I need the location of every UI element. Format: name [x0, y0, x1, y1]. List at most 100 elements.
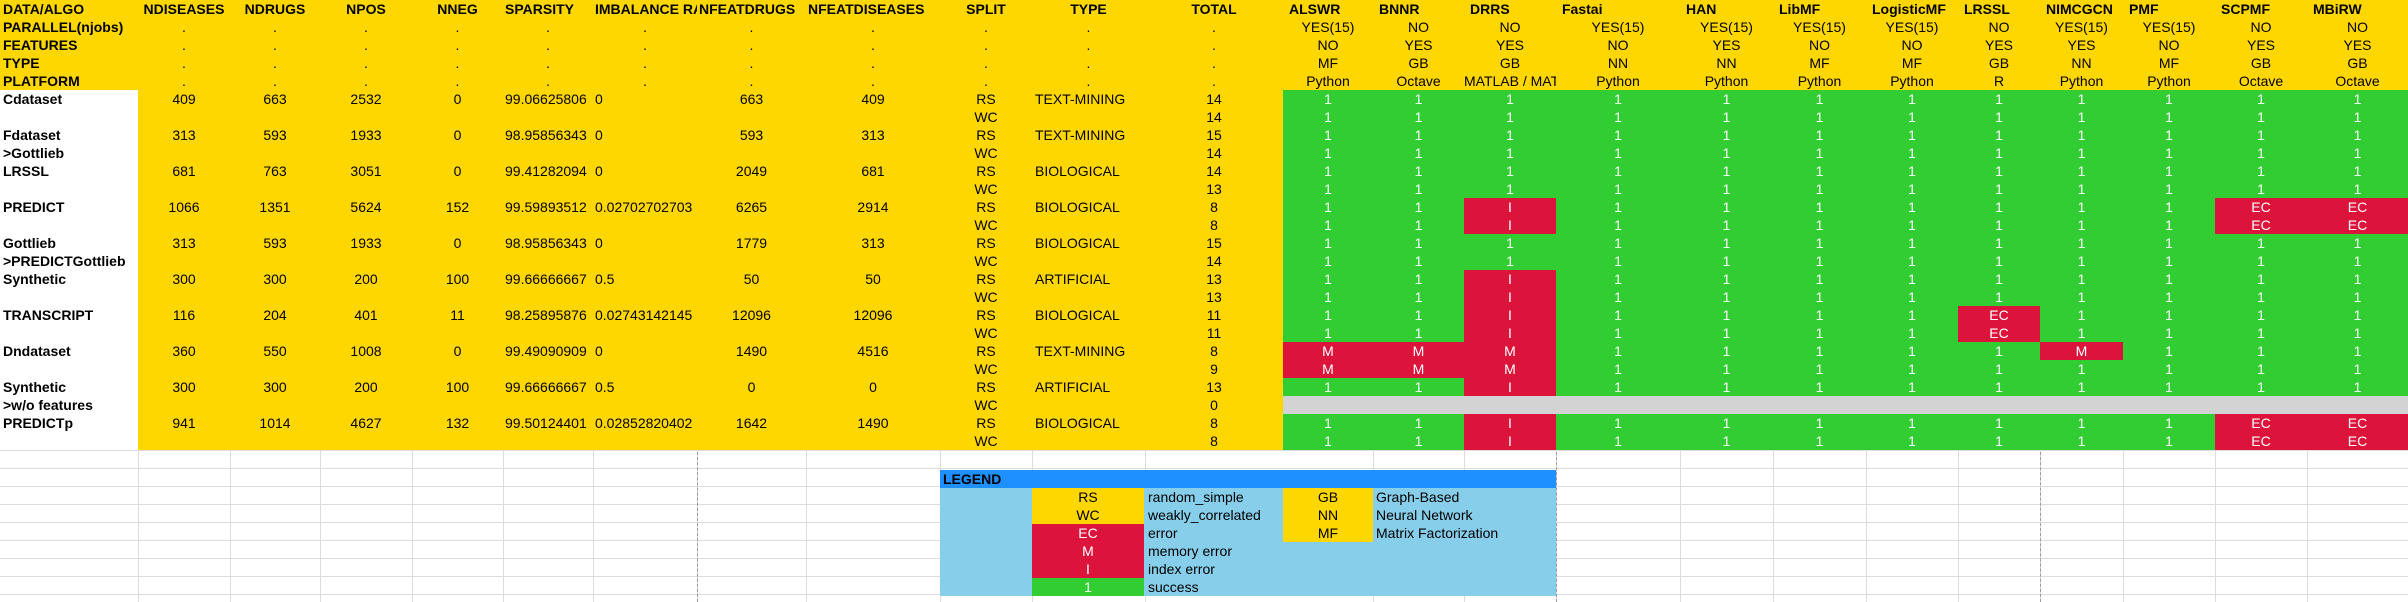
algo-header-fastai[interactable]: Fastai [1562, 1, 1603, 17]
result-cell-libmf[interactable]: 1 [1773, 306, 1866, 324]
result-cell-drrs[interactable]: I [1464, 288, 1556, 306]
result-cell-nimcgcn[interactable] [2040, 396, 2123, 414]
result-cell-pmf[interactable]: 1 [2123, 216, 2215, 234]
dataset-name[interactable]: Fdataset [3, 127, 61, 143]
result-cell-drrs[interactable] [1464, 396, 1556, 414]
result-cell-scpmf[interactable]: 1 [2215, 180, 2307, 198]
result-cell-libmf[interactable]: 1 [1773, 108, 1866, 126]
result-cell-bnnr[interactable]: M [1373, 342, 1464, 360]
result-cell-nimcgcn[interactable]: 1 [2040, 306, 2123, 324]
result-cell-lrssl[interactable]: 1 [1958, 270, 2040, 288]
result-cell-han[interactable]: 1 [1680, 414, 1773, 432]
result-cell-han[interactable]: 1 [1680, 270, 1773, 288]
result-cell-libmf[interactable]: 1 [1773, 90, 1866, 108]
result-cell-nimcgcn[interactable]: 1 [2040, 360, 2123, 378]
result-cell-libmf[interactable]: 1 [1773, 162, 1866, 180]
result-cell-pmf[interactable]: 1 [2123, 324, 2215, 342]
result-cell-fastai[interactable]: 1 [1556, 126, 1680, 144]
result-cell-bnnr[interactable]: 1 [1373, 144, 1464, 162]
dataset-name[interactable]: PREDICTp [3, 415, 73, 431]
result-cell-fastai[interactable]: 1 [1556, 216, 1680, 234]
dataset-name[interactable]: Dndataset [3, 343, 71, 359]
algo-header-lrssl[interactable]: LRSSL [1964, 1, 2010, 17]
result-cell-drrs[interactable]: I [1464, 432, 1556, 450]
result-cell-nimcgcn[interactable]: 1 [2040, 234, 2123, 252]
result-cell-drrs[interactable]: M [1464, 360, 1556, 378]
result-cell-alswr[interactable]: 1 [1283, 216, 1373, 234]
result-cell-pmf[interactable] [2123, 396, 2215, 414]
result-cell-drrs[interactable]: I [1464, 414, 1556, 432]
result-cell-logisticmf[interactable]: 1 [1866, 432, 1958, 450]
result-cell-drrs[interactable]: 1 [1464, 108, 1556, 126]
result-cell-fastai[interactable]: 1 [1556, 360, 1680, 378]
result-cell-bnnr[interactable]: 1 [1373, 324, 1464, 342]
result-cell-nimcgcn[interactable]: 1 [2040, 108, 2123, 126]
result-cell-scpmf[interactable]: 1 [2215, 306, 2307, 324]
result-cell-libmf[interactable]: 1 [1773, 324, 1866, 342]
result-cell-logisticmf[interactable]: 1 [1866, 252, 1958, 270]
result-cell-lrssl[interactable]: EC [1958, 324, 2040, 342]
result-cell-mbirw[interactable]: 1 [2307, 252, 2408, 270]
result-cell-han[interactable]: 1 [1680, 360, 1773, 378]
result-cell-fastai[interactable]: 1 [1556, 306, 1680, 324]
result-cell-han[interactable]: 1 [1680, 234, 1773, 252]
result-cell-logisticmf[interactable]: 1 [1866, 288, 1958, 306]
result-cell-fastai[interactable]: 1 [1556, 288, 1680, 306]
result-cell-bnnr[interactable]: 1 [1373, 306, 1464, 324]
result-cell-scpmf[interactable]: 1 [2215, 324, 2307, 342]
result-cell-alswr[interactable]: 1 [1283, 306, 1373, 324]
header-sparsity[interactable]: SPARSITY [505, 1, 574, 17]
result-cell-fastai[interactable]: 1 [1556, 270, 1680, 288]
result-cell-drrs[interactable]: I [1464, 306, 1556, 324]
result-cell-alswr[interactable]: 1 [1283, 90, 1373, 108]
result-cell-mbirw[interactable]: 1 [2307, 180, 2408, 198]
result-cell-han[interactable]: 1 [1680, 432, 1773, 450]
result-cell-alswr[interactable]: M [1283, 360, 1373, 378]
result-cell-logisticmf[interactable]: 1 [1866, 342, 1958, 360]
result-cell-pmf[interactable]: 1 [2123, 126, 2215, 144]
result-cell-nimcgcn[interactable]: 1 [2040, 126, 2123, 144]
result-cell-mbirw[interactable]: 1 [2307, 342, 2408, 360]
result-cell-scpmf[interactable]: 1 [2215, 144, 2307, 162]
result-cell-bnnr[interactable]: 1 [1373, 270, 1464, 288]
header-ndiseases[interactable]: NDISEASES [143, 1, 225, 17]
result-cell-pmf[interactable]: 1 [2123, 342, 2215, 360]
result-cell-scpmf[interactable]: EC [2215, 414, 2307, 432]
algo-header-mbirw[interactable]: MBiRW [2313, 1, 2362, 17]
algo-header-logisticmf[interactable]: LogisticMF [1872, 1, 1946, 17]
result-cell-scpmf[interactable]: EC [2215, 216, 2307, 234]
result-cell-mbirw[interactable]: EC [2307, 216, 2408, 234]
result-cell-drrs[interactable]: 1 [1464, 180, 1556, 198]
result-cell-alswr[interactable]: 1 [1283, 108, 1373, 126]
result-cell-scpmf[interactable]: 1 [2215, 270, 2307, 288]
result-cell-bnnr[interactable]: 1 [1373, 234, 1464, 252]
result-cell-nimcgcn[interactable]: 1 [2040, 432, 2123, 450]
result-cell-drrs[interactable]: M [1464, 342, 1556, 360]
result-cell-logisticmf[interactable]: 1 [1866, 360, 1958, 378]
result-cell-scpmf[interactable]: 1 [2215, 342, 2307, 360]
result-cell-han[interactable]: 1 [1680, 108, 1773, 126]
dataset-name[interactable]: Cdataset [3, 91, 63, 107]
algo-header-han[interactable]: HAN [1686, 1, 1717, 17]
result-cell-mbirw[interactable]: 1 [2307, 270, 2408, 288]
result-cell-fastai[interactable]: 1 [1556, 378, 1680, 396]
dataset-name[interactable]: LRSSL [3, 163, 49, 179]
result-cell-pmf[interactable]: 1 [2123, 198, 2215, 216]
result-cell-fastai[interactable]: 1 [1556, 414, 1680, 432]
result-cell-han[interactable]: 1 [1680, 342, 1773, 360]
result-cell-scpmf[interactable]: 1 [2215, 378, 2307, 396]
header-nfeatdiseases[interactable]: NFEATDISEASES [808, 1, 925, 17]
result-cell-bnnr[interactable]: 1 [1373, 414, 1464, 432]
header-split[interactable]: SPLIT [966, 1, 1006, 17]
result-cell-scpmf[interactable]: 1 [2215, 108, 2307, 126]
result-cell-lrssl[interactable]: 1 [1958, 90, 2040, 108]
result-cell-nimcgcn[interactable]: 1 [2040, 324, 2123, 342]
result-cell-libmf[interactable]: 1 [1773, 234, 1866, 252]
result-cell-drrs[interactable]: 1 [1464, 126, 1556, 144]
result-cell-scpmf[interactable]: 1 [2215, 90, 2307, 108]
result-cell-alswr[interactable]: 1 [1283, 234, 1373, 252]
result-cell-alswr[interactable]: 1 [1283, 270, 1373, 288]
header-type[interactable]: TYPE [1070, 1, 1107, 17]
result-cell-lrssl[interactable]: 1 [1958, 162, 2040, 180]
result-cell-alswr[interactable]: 1 [1283, 162, 1373, 180]
